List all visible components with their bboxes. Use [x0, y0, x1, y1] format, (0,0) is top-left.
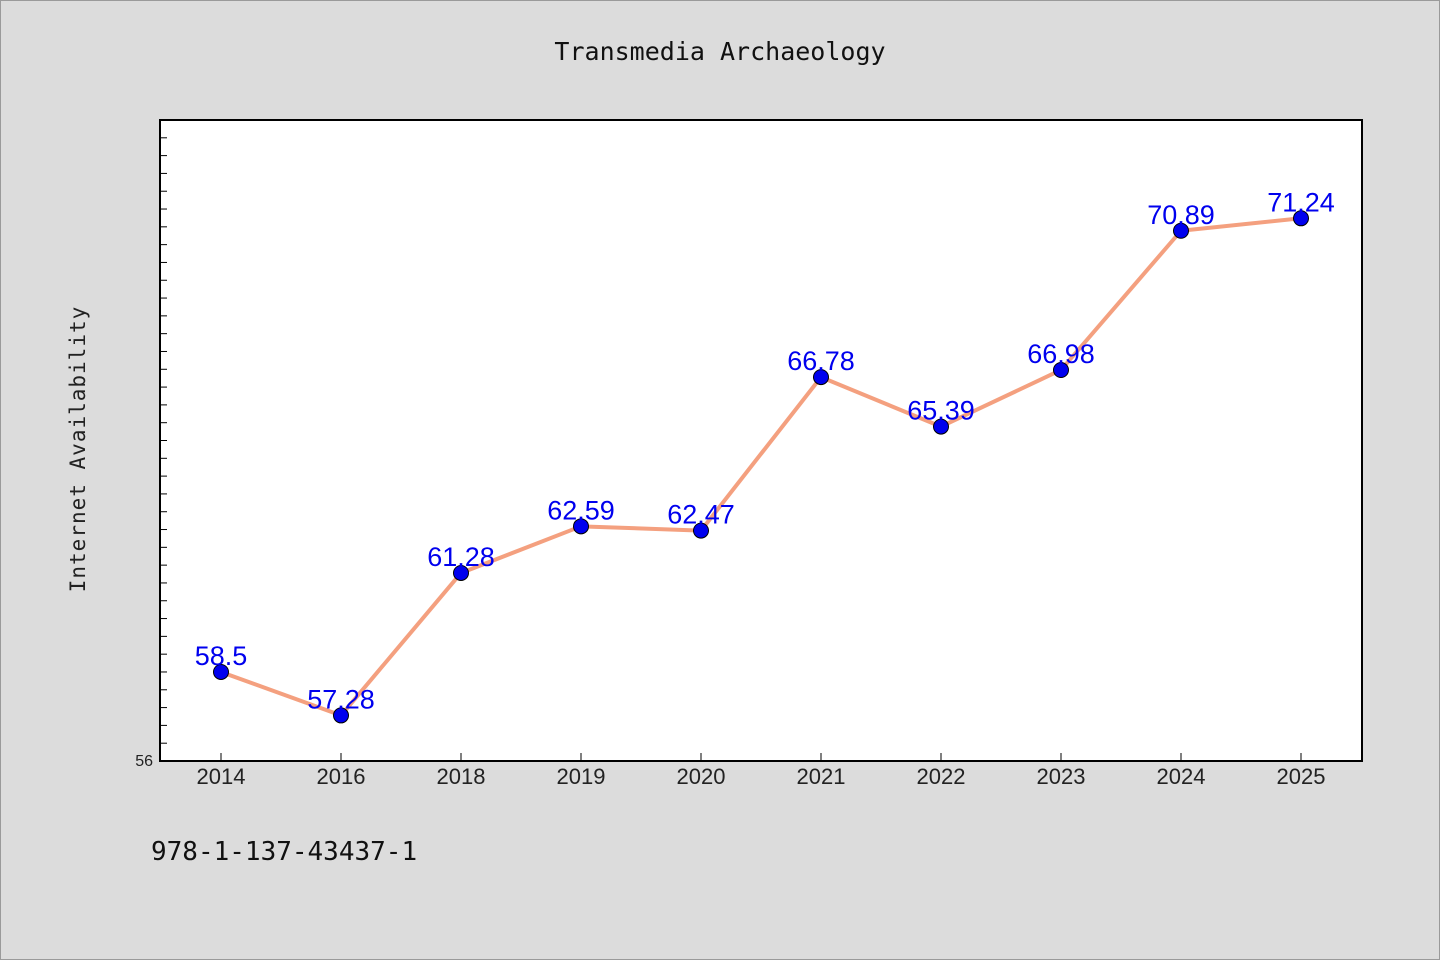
data-label: 62.59 — [547, 495, 615, 525]
x-axis-ticks: 2014 2016 2018 2019 2020 2021 2022 2023 2024 2025 — [197, 753, 1326, 789]
x-tick-label: 2021 — [797, 764, 846, 789]
x-tick-label: 2022 — [917, 764, 966, 789]
data-label: 62.47 — [667, 500, 735, 530]
y-axis-ticks: 56 — [135, 137, 167, 770]
chart-title: Transmedia Archaeology — [554, 37, 886, 66]
data-label: 66.98 — [1027, 339, 1095, 369]
data-point — [693, 522, 709, 539]
data-point — [453, 564, 469, 581]
x-tick-label: 2019 — [557, 764, 606, 789]
data-point — [1173, 222, 1189, 239]
footer-code: 978-1-137-43437-1 — [151, 837, 418, 867]
data-label: 61.28 — [427, 542, 495, 572]
series-line — [220, 216, 1302, 718]
plot-area — [159, 119, 1363, 762]
data-label: 70.89 — [1147, 200, 1215, 230]
x-tick-label: 2018 — [437, 764, 486, 789]
data-point — [1053, 361, 1069, 378]
x-tick-label: 2020 — [677, 764, 726, 789]
data-point — [1293, 210, 1309, 227]
x-tick-label: 2023 — [1037, 764, 1086, 789]
data-markers — [213, 210, 1309, 724]
data-label: 57.28 — [307, 684, 375, 714]
data-labels: 58.5 57.28 61.28 62.59 62.47 66.78 65.39 66.98 7… — [195, 187, 1335, 714]
x-tick-label: 2025 — [1277, 764, 1326, 789]
data-label: 65.39 — [907, 396, 975, 426]
data-label: 66.78 — [787, 346, 855, 376]
x-tick-label: 2014 — [197, 764, 246, 789]
data-label: 71.24 — [1267, 187, 1335, 217]
data-point — [333, 707, 349, 724]
data-point — [813, 369, 829, 386]
x-tick-label: 2024 — [1157, 764, 1206, 789]
data-point — [213, 663, 229, 680]
data-label: 58.5 — [195, 641, 248, 671]
x-tick-label: 2016 — [317, 764, 366, 789]
y-tick-label: 56 — [135, 753, 153, 770]
data-point — [573, 518, 589, 535]
data-point — [933, 418, 949, 435]
